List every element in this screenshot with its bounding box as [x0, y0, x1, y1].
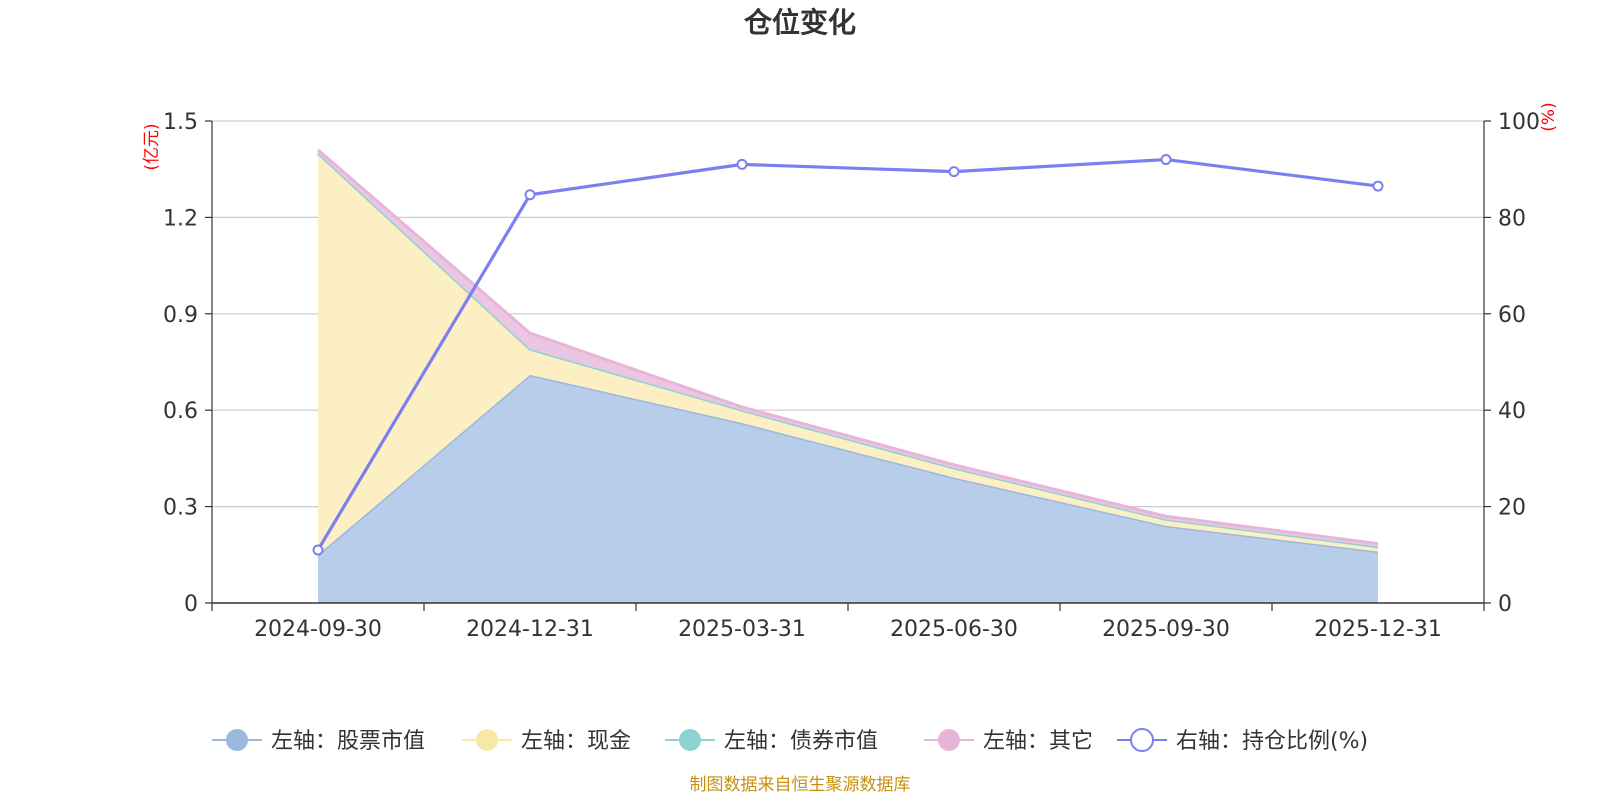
ratio-point: [736, 158, 748, 170]
ratio-point: [524, 189, 536, 201]
left-axis-tick-label: 1.2: [163, 206, 198, 231]
x-axis-label: 2025-03-31: [678, 617, 806, 642]
ratio-point: [1372, 180, 1384, 192]
axes: 0 0.3 0.6 0.9 1.2 1.5 0 20 40 60 80 100 2024-09-30 20…: [163, 110, 1540, 642]
right-axis-unit: (%): [1539, 102, 1559, 131]
x-axis-label: 2025-06-30: [890, 617, 1018, 642]
legend-symbol-marker: [476, 729, 498, 751]
x-axis-label: 2025-12-31: [1314, 617, 1442, 642]
legend-label: 左轴：其它: [983, 729, 1093, 754]
chart-title: 仓位变化: [744, 6, 856, 39]
legend-symbol-marker: [679, 729, 701, 751]
legend-symbol-marker: [938, 729, 960, 751]
x-axis-label: 2025-09-30: [1102, 617, 1230, 642]
right-axis-tick-label: 0: [1498, 592, 1512, 617]
ratio-point: [312, 544, 324, 556]
area-edge-左轴：其它: [317, 148, 1379, 546]
legend-symbol-marker: [1130, 728, 1154, 752]
x-axis-label: 2024-09-30: [254, 617, 382, 642]
right-axis-tick-label: 40: [1498, 399, 1526, 424]
ratio-point: [1160, 154, 1172, 166]
area-左轴：股票市值: [318, 374, 1378, 603]
area-左轴：现金: [318, 153, 1378, 555]
right-axis-tick-label: 20: [1498, 496, 1526, 521]
left-axis-tick-label: 1.5: [163, 110, 198, 135]
stacked-area-series: [316, 148, 1379, 603]
legend-label: 右轴：持仓比例(%): [1176, 729, 1368, 754]
right-axis-tick-label: 60: [1498, 303, 1526, 328]
ratio-point: [948, 166, 960, 178]
left-axis-tick-label: 0.6: [163, 399, 198, 424]
right-axis-tick-label: 80: [1498, 206, 1526, 231]
area-左轴：其它: [318, 149, 1378, 547]
ratio-line: [316, 157, 1379, 551]
left-axis-tick-label: 0.3: [163, 496, 198, 521]
left-axis-tick-label: 0: [184, 592, 198, 617]
ratio-line-series: [312, 154, 1384, 556]
legend-label: 左轴：现金: [521, 729, 631, 754]
left-axis-tick-label: 0.9: [163, 303, 198, 328]
legend-symbol-marker: [226, 729, 248, 751]
source-note: 制图数据来自恒生聚源数据库: [690, 775, 911, 795]
legend-label: 左轴：股票市值: [271, 729, 425, 754]
right-axis-tick-label: 100: [1498, 110, 1540, 135]
legend-label: 左轴：债券市值: [724, 729, 878, 754]
legend: 左轴：股票市值 左轴：现金 左轴：债券市值 左轴：其它 右轴：持仓比例(%): [212, 728, 1368, 754]
left-axis-unit: (亿元): [142, 123, 162, 170]
x-axis-label: 2024-12-31: [466, 617, 594, 642]
